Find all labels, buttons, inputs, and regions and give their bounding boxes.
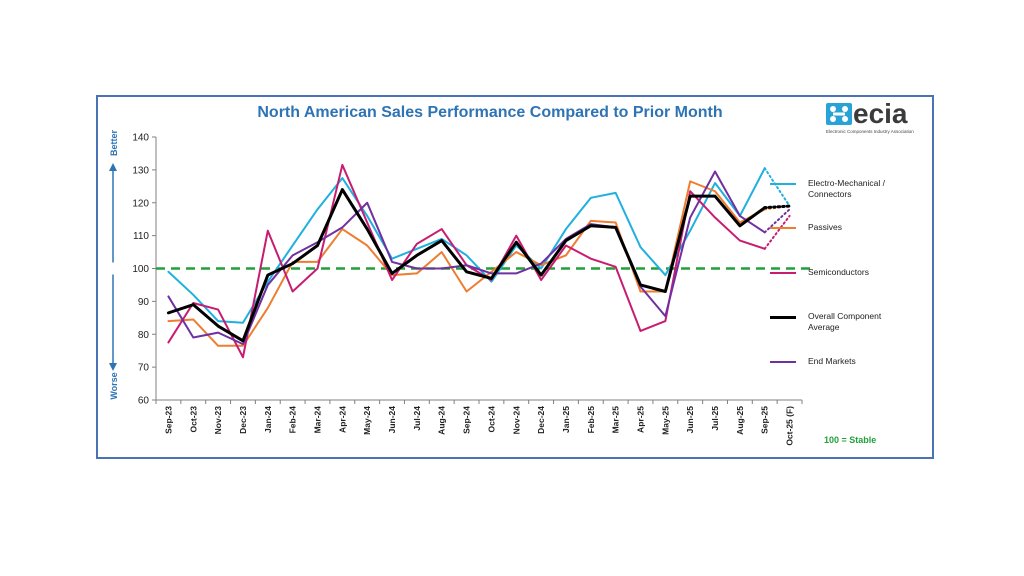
ecia-logo-mark-icon — [826, 103, 852, 125]
y-tick-label: 130 — [132, 165, 149, 176]
x-tick-label: Feb-24 — [288, 406, 298, 434]
legend-label-line2: Connectors — [808, 189, 852, 199]
x-tick-label: Apr-25 — [636, 406, 646, 433]
x-tick-label: Jan-24 — [263, 406, 273, 433]
legend-label: Semiconductors — [808, 267, 869, 277]
legend-item-electro-mechanical: Electro-Mechanical / Connectors — [770, 178, 918, 200]
forecast-segment-overall-component-average — [763, 204, 792, 210]
ecia-subtitle: Electronic Components Industry Associati… — [826, 129, 914, 134]
x-tick-label: Jun-25 — [685, 406, 695, 434]
y-tick-label: 100 — [132, 264, 149, 275]
chart-axes: 60 70 80 90 100 110 120 130 140 Sep-23 Oct-23 Nov-2… — [132, 133, 803, 446]
legend-item-end-markets: End Markets — [770, 356, 918, 367]
x-tick-label: Nov-24 — [511, 406, 521, 435]
x-tick-label: Aug-24 — [437, 406, 447, 435]
y-tick-label: 140 — [132, 133, 149, 144]
better-label: Better — [109, 130, 119, 157]
forecast-segment-end-markets — [763, 208, 791, 234]
x-tick-label: Mar-25 — [611, 406, 621, 434]
x-tick-label: Jul-25 — [710, 406, 720, 431]
legend-label: End Markets — [808, 356, 856, 366]
legend-swatch — [770, 183, 796, 185]
x-tick-label: Jul-24 — [412, 406, 422, 431]
legend-swatch — [770, 272, 796, 274]
direction-arrows: Better Worse — [109, 130, 119, 400]
legend-label: Electro-Mechanical / — [808, 178, 886, 188]
legend-label: Overall Component — [808, 311, 882, 321]
x-tick-label: Sep-24 — [462, 406, 472, 434]
ecia-wordmark: ecia — [853, 98, 908, 129]
forecast-segment-electro-mechanical-connectors — [763, 167, 791, 208]
x-tick-label: Jan-25 — [561, 406, 571, 433]
series-line-overall-component-average — [166, 188, 767, 343]
x-tick-label: Sep-23 — [163, 406, 173, 434]
worse-label: Worse — [109, 372, 119, 399]
chart-frame — [96, 95, 934, 459]
series-line-electro-mechanical-connectors — [167, 167, 766, 324]
legend-label-line2: Average — [808, 322, 840, 332]
x-tick-label: Aug-25 — [735, 406, 745, 435]
y-tick-label: 110 — [133, 231, 149, 242]
legend-swatch — [770, 316, 796, 319]
x-tick-label: Sep-25 — [760, 406, 770, 434]
better-arrow-head-icon — [109, 163, 117, 171]
series-line-end-markets — [167, 170, 766, 346]
y-tick-label: 80 — [138, 330, 150, 341]
x-tick-label: May-25 — [660, 406, 670, 435]
chart-title: North American Sales Performance Compare… — [257, 104, 723, 121]
y-tick-label: 120 — [132, 198, 149, 209]
x-tick-label: Oct-23 — [188, 406, 198, 433]
x-tick-label: Dec-23 — [238, 406, 248, 434]
x-tick-label: Mar-24 — [313, 406, 323, 434]
x-tick-label: Oct-25 (F) — [785, 406, 795, 446]
stable-note: 100 = Stable — [824, 435, 877, 445]
ecia-logo: ecia Electronic Components Industry Asso… — [826, 98, 930, 138]
legend-item-semiconductors: Semiconductors — [770, 267, 918, 278]
x-tick-label: Dec-24 — [536, 406, 546, 434]
x-tick-label: Oct-24 — [486, 406, 496, 433]
x-tick-label: Feb-25 — [586, 406, 596, 434]
worse-arrow-head-icon — [109, 363, 117, 371]
x-tick-label: Apr-24 — [337, 406, 347, 433]
y-tick-label: 60 — [138, 396, 150, 407]
legend-item-overall-average: Overall Component Average — [770, 311, 918, 333]
series-group — [166, 163, 792, 359]
x-tick-label: May-24 — [362, 406, 372, 435]
legend-swatch — [770, 361, 796, 363]
legend-item-passives: Passives — [770, 222, 918, 233]
y-tick-label: 70 — [138, 363, 150, 374]
legend-swatch — [770, 227, 796, 229]
x-tick-label: Nov-23 — [213, 406, 223, 435]
forecast-segment-semiconductors — [763, 214, 791, 250]
legend-label: Passives — [808, 222, 843, 232]
y-tick-label: 90 — [138, 297, 150, 308]
series-line-semiconductors — [167, 163, 766, 359]
x-tick-label: Jun-24 — [387, 406, 397, 434]
